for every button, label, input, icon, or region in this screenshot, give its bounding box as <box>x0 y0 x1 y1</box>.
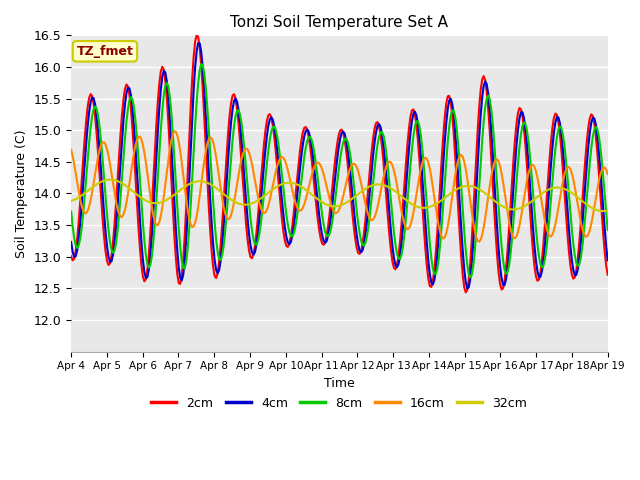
Text: TZ_fmet: TZ_fmet <box>77 45 133 58</box>
X-axis label: Time: Time <box>324 377 355 390</box>
Legend: 2cm, 4cm, 8cm, 16cm, 32cm: 2cm, 4cm, 8cm, 16cm, 32cm <box>147 392 532 415</box>
Y-axis label: Soil Temperature (C): Soil Temperature (C) <box>15 129 28 258</box>
Title: Tonzi Soil Temperature Set A: Tonzi Soil Temperature Set A <box>230 15 449 30</box>
